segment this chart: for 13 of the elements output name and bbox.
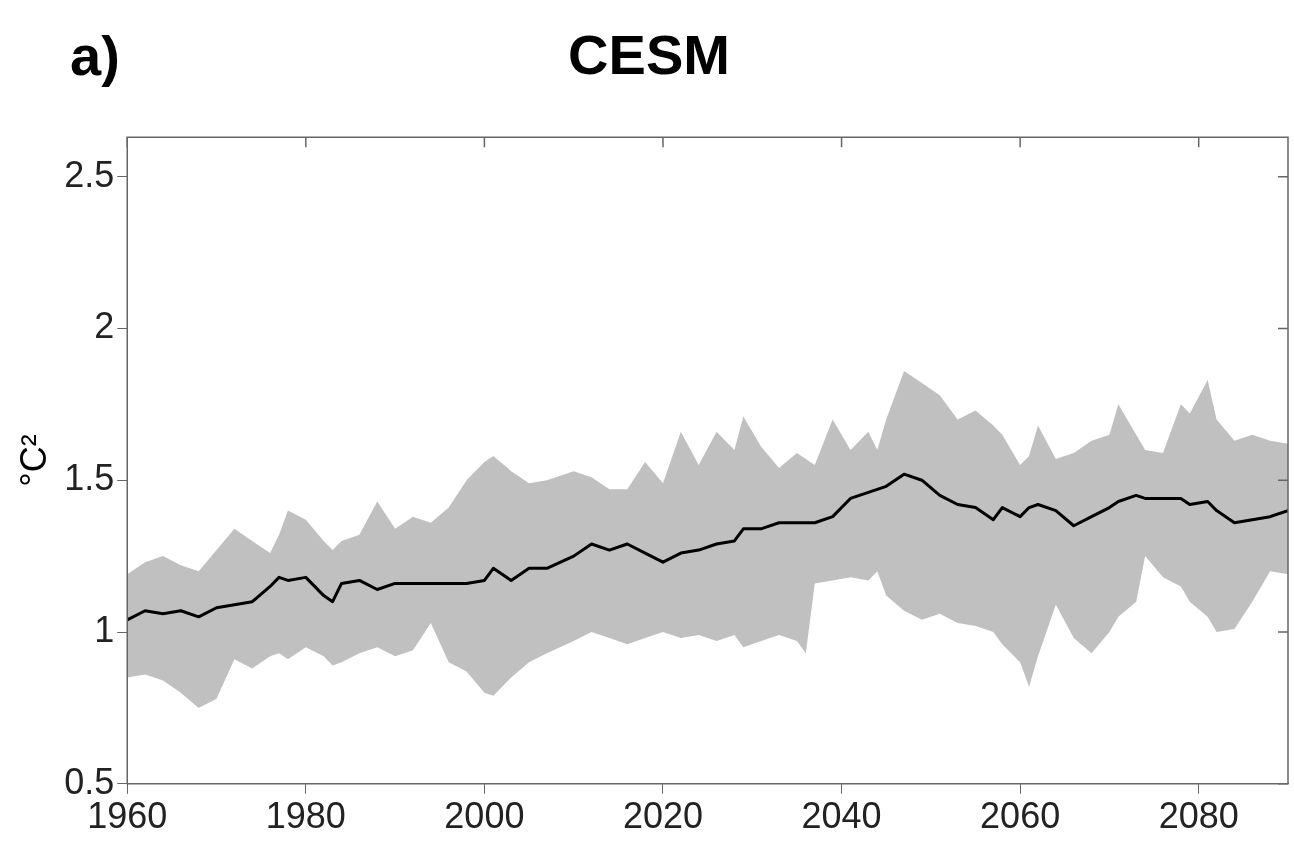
chart-title: CESM bbox=[568, 23, 730, 87]
x-tick-label: 2060 bbox=[980, 795, 1061, 837]
x-tick-label: 1980 bbox=[265, 795, 346, 837]
text: a) bbox=[70, 24, 120, 87]
x-tick-label: 2000 bbox=[444, 795, 525, 837]
y-tick-label: 1.5 bbox=[64, 457, 115, 499]
y-tick-label: 2 bbox=[94, 305, 115, 347]
y-tick-label: 2.5 bbox=[64, 153, 115, 195]
y-axis-title: °C² bbox=[12, 434, 54, 487]
y-tick-label: 1 bbox=[94, 608, 115, 650]
x-tick-label: 2040 bbox=[801, 795, 882, 837]
x-tick-label: 2020 bbox=[622, 795, 704, 837]
x-tick-label: 2080 bbox=[1158, 795, 1239, 837]
